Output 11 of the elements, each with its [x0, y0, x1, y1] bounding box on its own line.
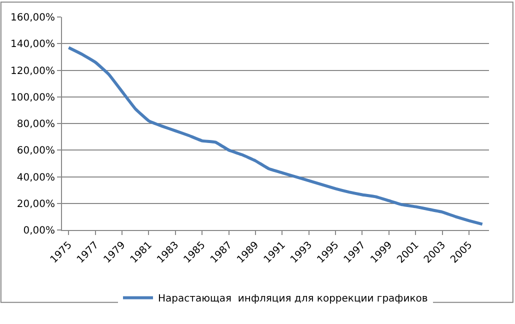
- y-tick-label: 0,00%: [23, 226, 55, 236]
- y-tick-label: 20,00%: [16, 198, 55, 210]
- line-series: [67, 46, 484, 226]
- y-tick-label: 160,00%: [10, 12, 55, 24]
- y-tick-label: 80,00%: [16, 119, 55, 130]
- legend-label: Нарастающая инфляция для коррекции графиков: [158, 294, 428, 305]
- y-tick-label: 40,00%: [16, 172, 55, 184]
- y-tick-label: 60,00%: [16, 146, 55, 157]
- y-tick-label: 100,00%: [10, 92, 55, 104]
- y-tick-label: 120,00%: [10, 66, 55, 77]
- y-tick-label: 140,00%: [10, 39, 55, 50]
